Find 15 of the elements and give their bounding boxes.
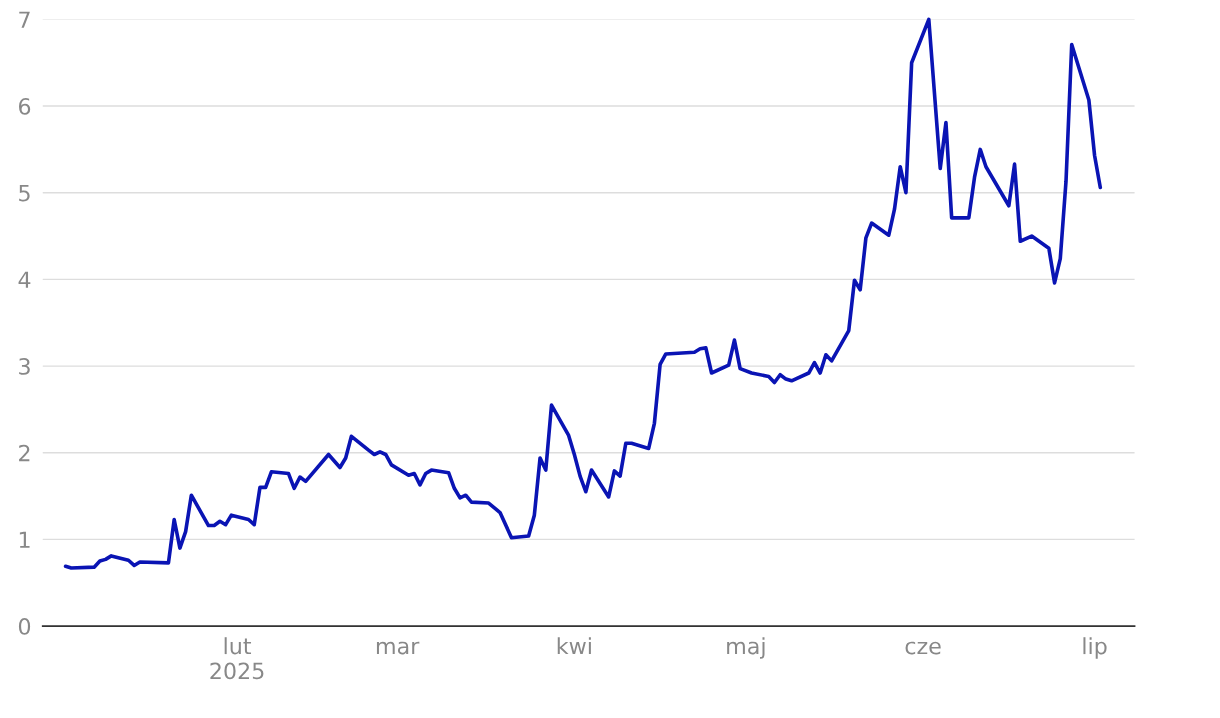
y-tick-label: 4 <box>18 271 31 288</box>
x-tick-label: lut 2025 <box>210 637 264 680</box>
line-series <box>63 17 1103 570</box>
x-tick-label: lip <box>1083 637 1107 659</box>
x-tick-label: maj <box>727 637 765 659</box>
y-tick-label: 3 <box>19 358 30 375</box>
y-tick-label: 0 <box>18 618 31 635</box>
y-tick-label: 7 <box>19 11 30 28</box>
y-tick-label: 5 <box>19 184 30 202</box>
x-tick-label: kwi <box>557 637 591 655</box>
x-tick-label: mar <box>376 641 420 655</box>
y-tick-label: 1 <box>19 531 30 548</box>
y-tick-label: 6 <box>19 98 31 115</box>
x-tick-label: cze <box>905 641 941 655</box>
y-tick-label: 2 <box>19 444 30 462</box>
